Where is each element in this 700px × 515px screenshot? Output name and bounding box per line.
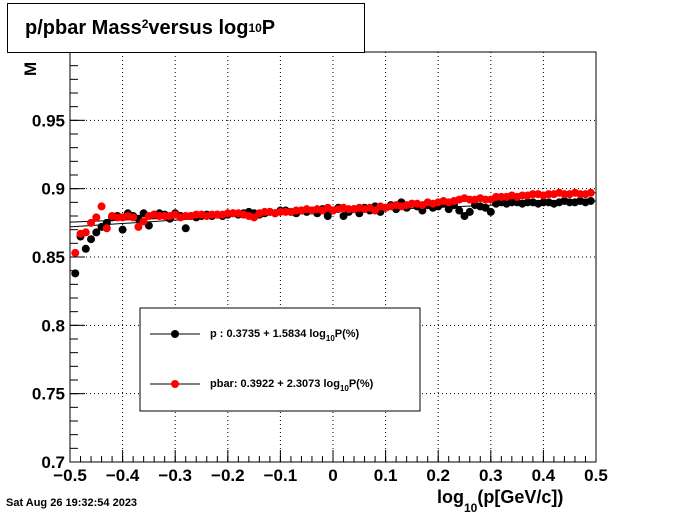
point-pbar xyxy=(139,217,148,226)
x-tick-label: −0.3 xyxy=(158,466,192,485)
point-p xyxy=(586,196,595,205)
point-p xyxy=(92,228,101,237)
point-p xyxy=(102,218,111,227)
point-pbar xyxy=(87,218,96,227)
legend-marker-p xyxy=(171,330,179,338)
y-tick-label: 0.9 xyxy=(41,180,65,199)
y-axis-label: M xyxy=(21,62,40,76)
point-p xyxy=(118,225,127,234)
x-tick-label: −0.1 xyxy=(264,466,298,485)
legend-label-pbar: pbar: 0.3922 + 2.3073 log10P(%) xyxy=(210,378,374,393)
x-tick-label: −0.2 xyxy=(211,466,245,485)
point-pbar xyxy=(92,213,101,222)
point-p xyxy=(486,207,495,216)
point-p xyxy=(465,207,474,216)
x-tick-label: 0.4 xyxy=(532,466,556,485)
point-pbar xyxy=(81,228,90,237)
point-pbar xyxy=(129,213,138,222)
chart-title: p/pbar Mass 2 versus log 10 P xyxy=(7,3,365,53)
title-subscript: 10 xyxy=(248,21,262,35)
point-pbar xyxy=(134,222,143,231)
x-tick-label: 0.3 xyxy=(479,466,503,485)
legend-box xyxy=(139,307,421,412)
point-p xyxy=(455,206,464,215)
x-tick-label: 0.2 xyxy=(426,466,450,485)
grid-lines xyxy=(70,52,596,462)
point-p xyxy=(323,212,332,220)
point-pbar xyxy=(586,188,595,197)
y-tick-label: 0.75 xyxy=(32,385,65,404)
point-pbar xyxy=(102,224,111,233)
legend: p : 0.3735 + 1.5834 log10P(%) pbar: 0.39… xyxy=(139,307,421,412)
x-tick-label: 0 xyxy=(328,466,337,485)
legend-label-p: p : 0.3735 + 1.5834 log10P(%) xyxy=(210,328,360,343)
x-tick-label: 0.1 xyxy=(374,466,398,485)
y-tick-label: 0.85 xyxy=(32,248,65,267)
axes: −0.5 −0.4 −0.3 −0.2 −0.1 0 0.1 0.2 0.3 0.4 0.5 0.7 0… xyxy=(32,51,608,485)
point-p xyxy=(81,244,90,253)
point-p xyxy=(181,224,190,233)
title-mid: versus log xyxy=(148,16,249,39)
timestamp: Sat Aug 26 19:32:54 2023 xyxy=(6,497,138,509)
point-p xyxy=(418,206,427,215)
x-tick-label: −0.4 xyxy=(106,466,140,485)
x-axis-label: log10(p[GeV/c]) xyxy=(437,487,564,515)
point-pbar xyxy=(71,248,80,257)
x-tick-label: 0.5 xyxy=(584,466,608,485)
y-tick-label: 0.7 xyxy=(41,453,65,472)
title-end: P xyxy=(261,16,276,39)
y-tick-label: 0.8 xyxy=(41,316,65,335)
title-main: p/pbar Mass xyxy=(25,16,142,39)
y-tick-label: 0.95 xyxy=(32,111,65,130)
point-p xyxy=(87,235,96,244)
point-pbar xyxy=(97,202,106,211)
point-p xyxy=(71,269,80,278)
x-tick-label: −0.5 xyxy=(53,466,87,485)
data-points xyxy=(71,188,595,278)
legend-marker-pbar xyxy=(171,380,179,388)
title-superscript: 2 xyxy=(141,17,149,31)
